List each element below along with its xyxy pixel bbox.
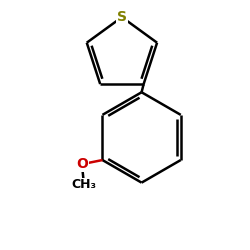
Text: O: O	[76, 157, 88, 171]
Text: CH₃: CH₃	[72, 178, 96, 191]
Text: S: S	[117, 10, 127, 24]
